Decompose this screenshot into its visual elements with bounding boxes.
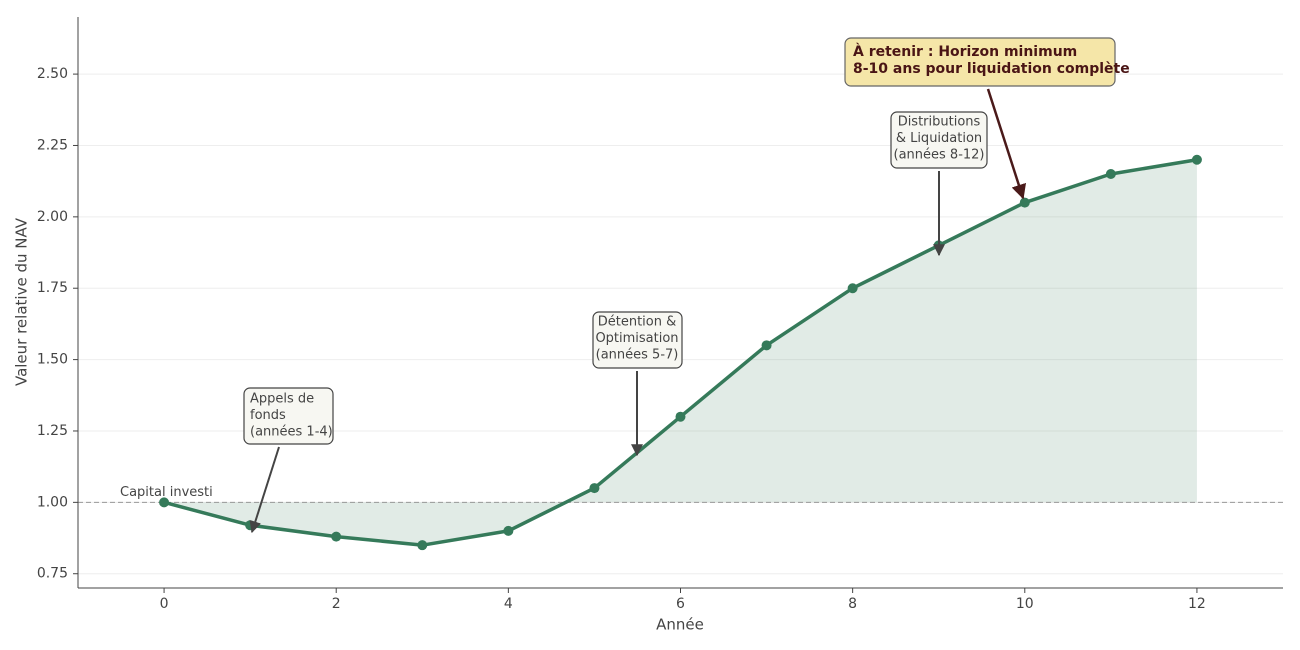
- annotation-arrow: [986, 88, 1027, 200]
- annotation-text: Appels de: [250, 392, 314, 407]
- annotation-text: (années 5-7): [596, 348, 679, 363]
- annotation-text: fonds: [250, 408, 286, 423]
- annotation-text: 8-10 ans pour liquidation complète: [853, 61, 1130, 77]
- data-point: [847, 283, 858, 294]
- data-point: [1105, 169, 1116, 180]
- x-tick-label: 8: [848, 596, 857, 612]
- annotation-arrow: [249, 446, 280, 534]
- data-point: [675, 411, 686, 422]
- y-tick-label: 1.25: [37, 423, 68, 439]
- annotation-box: [243, 387, 334, 445]
- reference-label: Capital investi: [120, 485, 213, 500]
- x-tick-label: 6: [676, 596, 685, 612]
- y-tick-label: 0.75: [37, 566, 68, 582]
- annotation-text: Détention &: [598, 315, 677, 330]
- y-tick-label: 2.25: [37, 137, 68, 153]
- x-tick-label: 12: [1188, 596, 1206, 612]
- data-point: [589, 483, 600, 494]
- annotation-box: [890, 111, 988, 169]
- data-point: [159, 497, 170, 508]
- data-point: [1191, 154, 1202, 165]
- y-tick-label: 1.00: [37, 494, 68, 510]
- x-tick-label: 0: [160, 596, 169, 612]
- annotation-text: (années 8-12): [894, 148, 985, 163]
- annotation-text: Distributions: [898, 115, 981, 130]
- x-tick-label: 10: [1016, 596, 1034, 612]
- data-point: [1019, 197, 1030, 208]
- x-axis-label: Année: [656, 616, 704, 634]
- annotation-box: [844, 37, 1116, 87]
- x-tick-label: 2: [332, 596, 341, 612]
- y-tick-label: 1.50: [37, 352, 68, 368]
- y-tick-label: 2.50: [37, 66, 68, 82]
- data-point: [503, 525, 514, 536]
- y-axis-label: Valeur relative du NAV: [13, 217, 31, 386]
- data-point: [417, 540, 428, 551]
- annotation-text: & Liquidation: [896, 131, 982, 146]
- x-tick-label: 4: [504, 596, 513, 612]
- y-tick-label: 1.75: [37, 280, 68, 296]
- y-tick-label: 2.00: [37, 209, 68, 225]
- annotation-text: (années 1-4): [250, 425, 333, 440]
- annotation-box: [592, 311, 683, 369]
- data-point: [761, 340, 772, 351]
- annotation-text: À retenir : Horizon minimum: [853, 43, 1077, 60]
- data-point: [331, 531, 342, 542]
- annotation-text: Optimisation: [595, 331, 678, 346]
